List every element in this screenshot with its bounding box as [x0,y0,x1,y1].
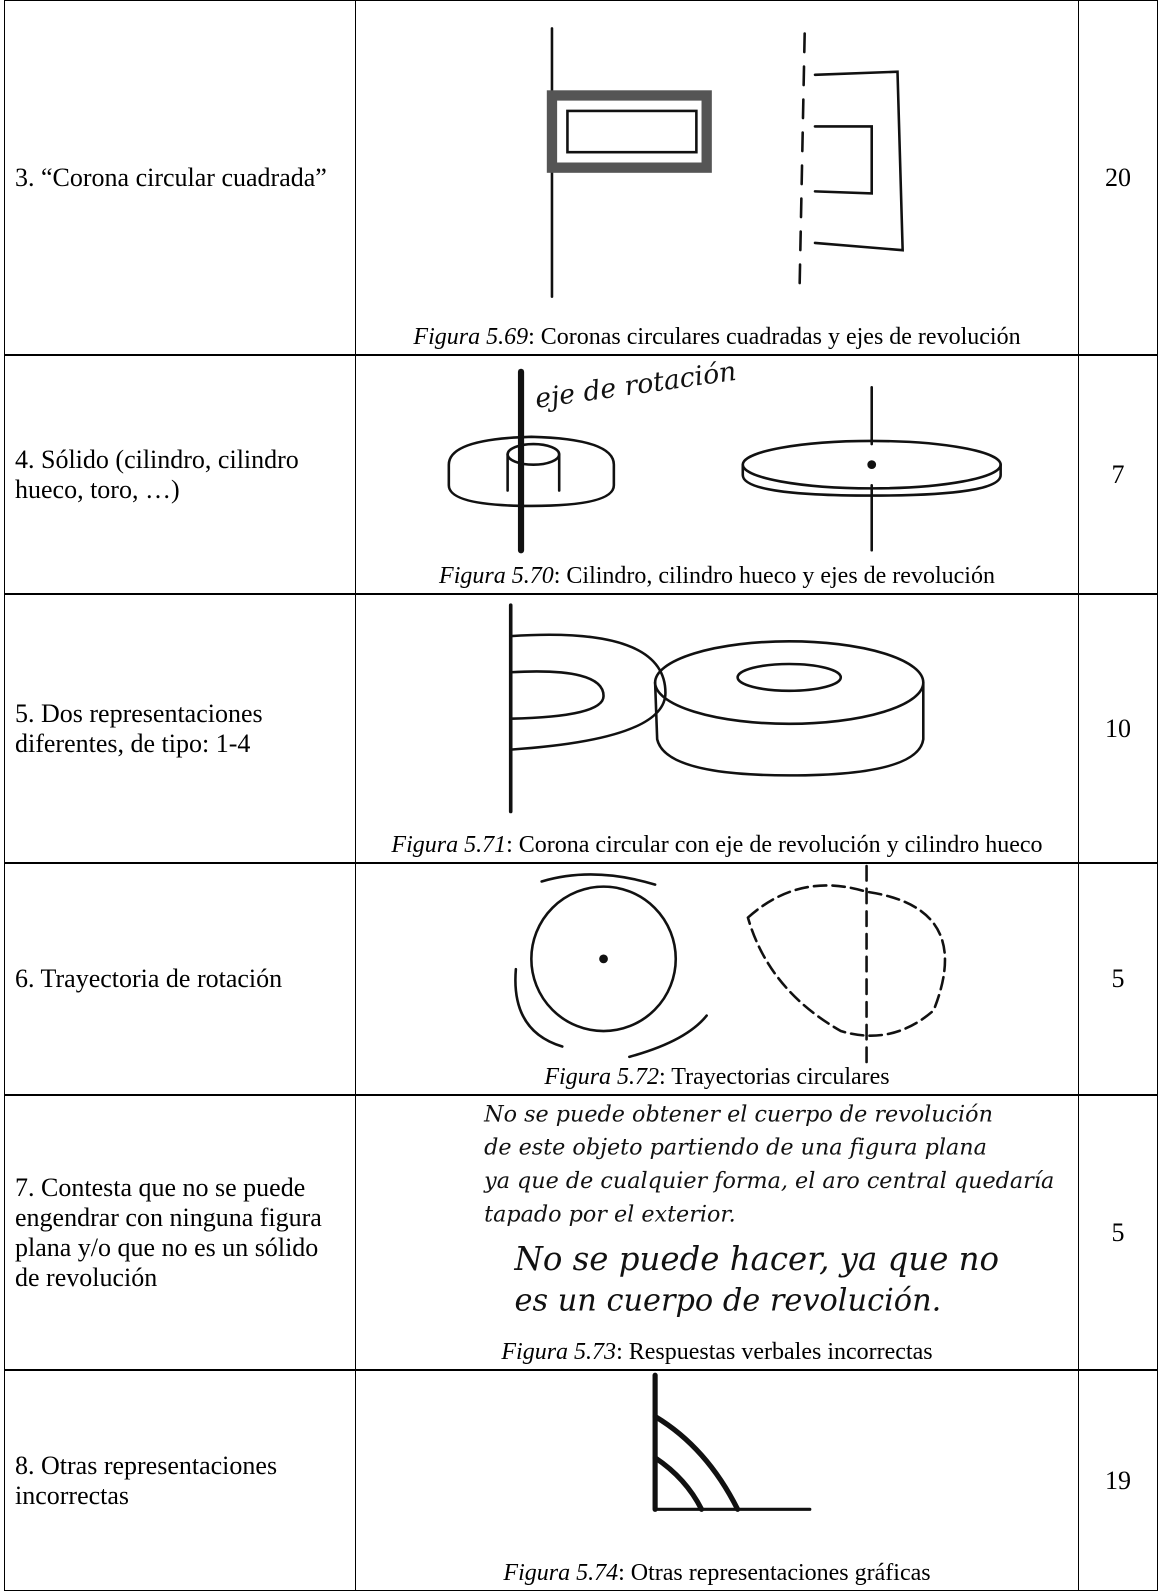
sketch: eje de rotación [447,356,1002,554]
sketch-stroke [813,125,874,195]
figure-cell: Figura 5.74: Otras representaciones gráf… [355,1370,1079,1591]
count-cell: 10 [1078,594,1158,863]
table-row: 4. Sólido (cilindro, cilindro hueco, tor… [0,355,1161,594]
figure-label: Figura 5.74 [503,1560,619,1586]
figure-caption: Figura 5.70: Cilindro, cilindro hueco y … [409,563,1025,593]
figure-label: Figura 5.73 [501,1339,617,1365]
category-cell: 5. Dos representaciones diferentes, de t… [4,594,356,863]
figure-caption: Figura 5.69: Coronas circulares cuadrada… [383,324,1050,354]
caption-text: : Trayectorias circulares [659,1064,890,1090]
sketch-stroke [540,873,657,886]
caption-text: : Cilindro, cilindro hueco y ejes de rev… [553,563,995,589]
category-cell: 6. Trayectoria de rotación [4,863,356,1095]
figure-cell: eje de rotación Figura 5.70: Cilindro, ci… [355,355,1079,594]
handwritten-line: tapado por el exterior. [484,1202,736,1228]
sketch [652,1372,812,1512]
sketch-stroke [746,884,947,1037]
table-row: 7. Contesta que no se puede engendrar co… [0,1095,1161,1370]
handwritten-line: No se puede hacer, ya que no [514,1240,1000,1278]
figure-caption: Figura 5.71: Corona circular con eje de … [361,832,1072,862]
figure-label: Figura 5.70 [439,563,554,589]
sketch [514,864,947,1064]
figure-caption: Figura 5.72: Trayectorias circulares [514,1064,919,1094]
sketch-stroke [652,1455,705,1512]
count-cell: 5 [1078,1095,1158,1370]
sketch-stroke [736,662,843,693]
sketch-stroke [653,640,925,726]
figure-label: Figura 5.71 [391,832,507,858]
sketch-stroke [509,670,605,720]
handwritten-line: No se puede obtener el cuerpo de revoluc… [483,1101,993,1127]
table-row: 8. Otras representaciones incorrectas Fig… [0,1370,1161,1591]
category-cell: 7. Contesta que no se puede engendrar co… [4,1095,356,1370]
handwritten-line: de este objeto partiendo de una figura p… [484,1135,987,1161]
figure-cell: Figura 5.72: Trayectorias circulares [355,863,1079,1095]
sketch-stroke [546,90,712,173]
sketch-stroke [509,633,667,751]
figure-cell: Figura 5.71: Corona circular con eje de … [355,594,1079,863]
sketch: No se puede obtener el cuerpo de revoluc… [483,1101,1054,1319]
category-cell: 3. “Corona circular cuadrada” [4,0,356,355]
figure-cell: No se puede obtener el cuerpo de revoluc… [355,1095,1079,1370]
sketch-stroke [514,967,564,1048]
sketch-stroke [447,435,616,508]
category-cell: 8. Otras representaciones incorrectas [4,1370,356,1591]
sketch-stroke [813,70,904,252]
handwritten-line: ya que de cualquier forma, el aro centra… [483,1168,1054,1194]
count-cell: 20 [1078,0,1158,355]
sketch-stroke [530,885,678,1033]
figure-caption: Figura 5.73: Respuestas verbales incorre… [471,1339,962,1369]
table-row: 6. Trayectoria de rotación Figura 5.72: T… [0,863,1161,1095]
sketch-stroke [628,1014,708,1059]
sketch-stroke [566,109,698,154]
category-cell: 4. Sólido (cilindro, cilindro hueco, tor… [4,355,356,594]
sketch-stroke [867,460,877,470]
figure-caption: Figura 5.74: Otras representaciones gráf… [473,1560,960,1590]
caption-text: : Respuestas verbales incorrectas [616,1339,933,1365]
figure-cell: Figura 5.69: Coronas circulares cuadrada… [355,0,1079,355]
caption-text: : Otras representaciones gráficas [618,1560,931,1586]
handwritten-annotation: eje de rotación [533,356,738,415]
caption-text: : Corona circular con eje de revolución … [506,832,1043,858]
handwritten-line: es un cuerpo de revolución. [515,1284,942,1319]
figure-label: Figura 5.69 [413,324,529,350]
sketch [508,603,925,814]
table-row: 3. “Corona circular cuadrada” Figura 5.69… [0,0,1161,355]
sketch [546,27,904,298]
table-row: 5. Dos representaciones diferentes, de t… [0,594,1161,863]
caption-text: : Coronas circulares cuadradas y ejes de… [528,324,1021,350]
count-cell: 5 [1078,863,1158,1095]
sketch-stroke [741,463,1002,497]
sketch-stroke [652,1413,741,1512]
count-cell: 7 [1078,355,1158,594]
figure-label: Figura 5.72 [544,1064,660,1090]
count-cell: 19 [1078,1370,1158,1591]
sketch-stroke [653,681,925,777]
axis-line [798,32,806,293]
sketch-stroke [599,954,608,964]
sketch-stroke [506,442,561,466]
sketch-stroke [506,453,561,492]
